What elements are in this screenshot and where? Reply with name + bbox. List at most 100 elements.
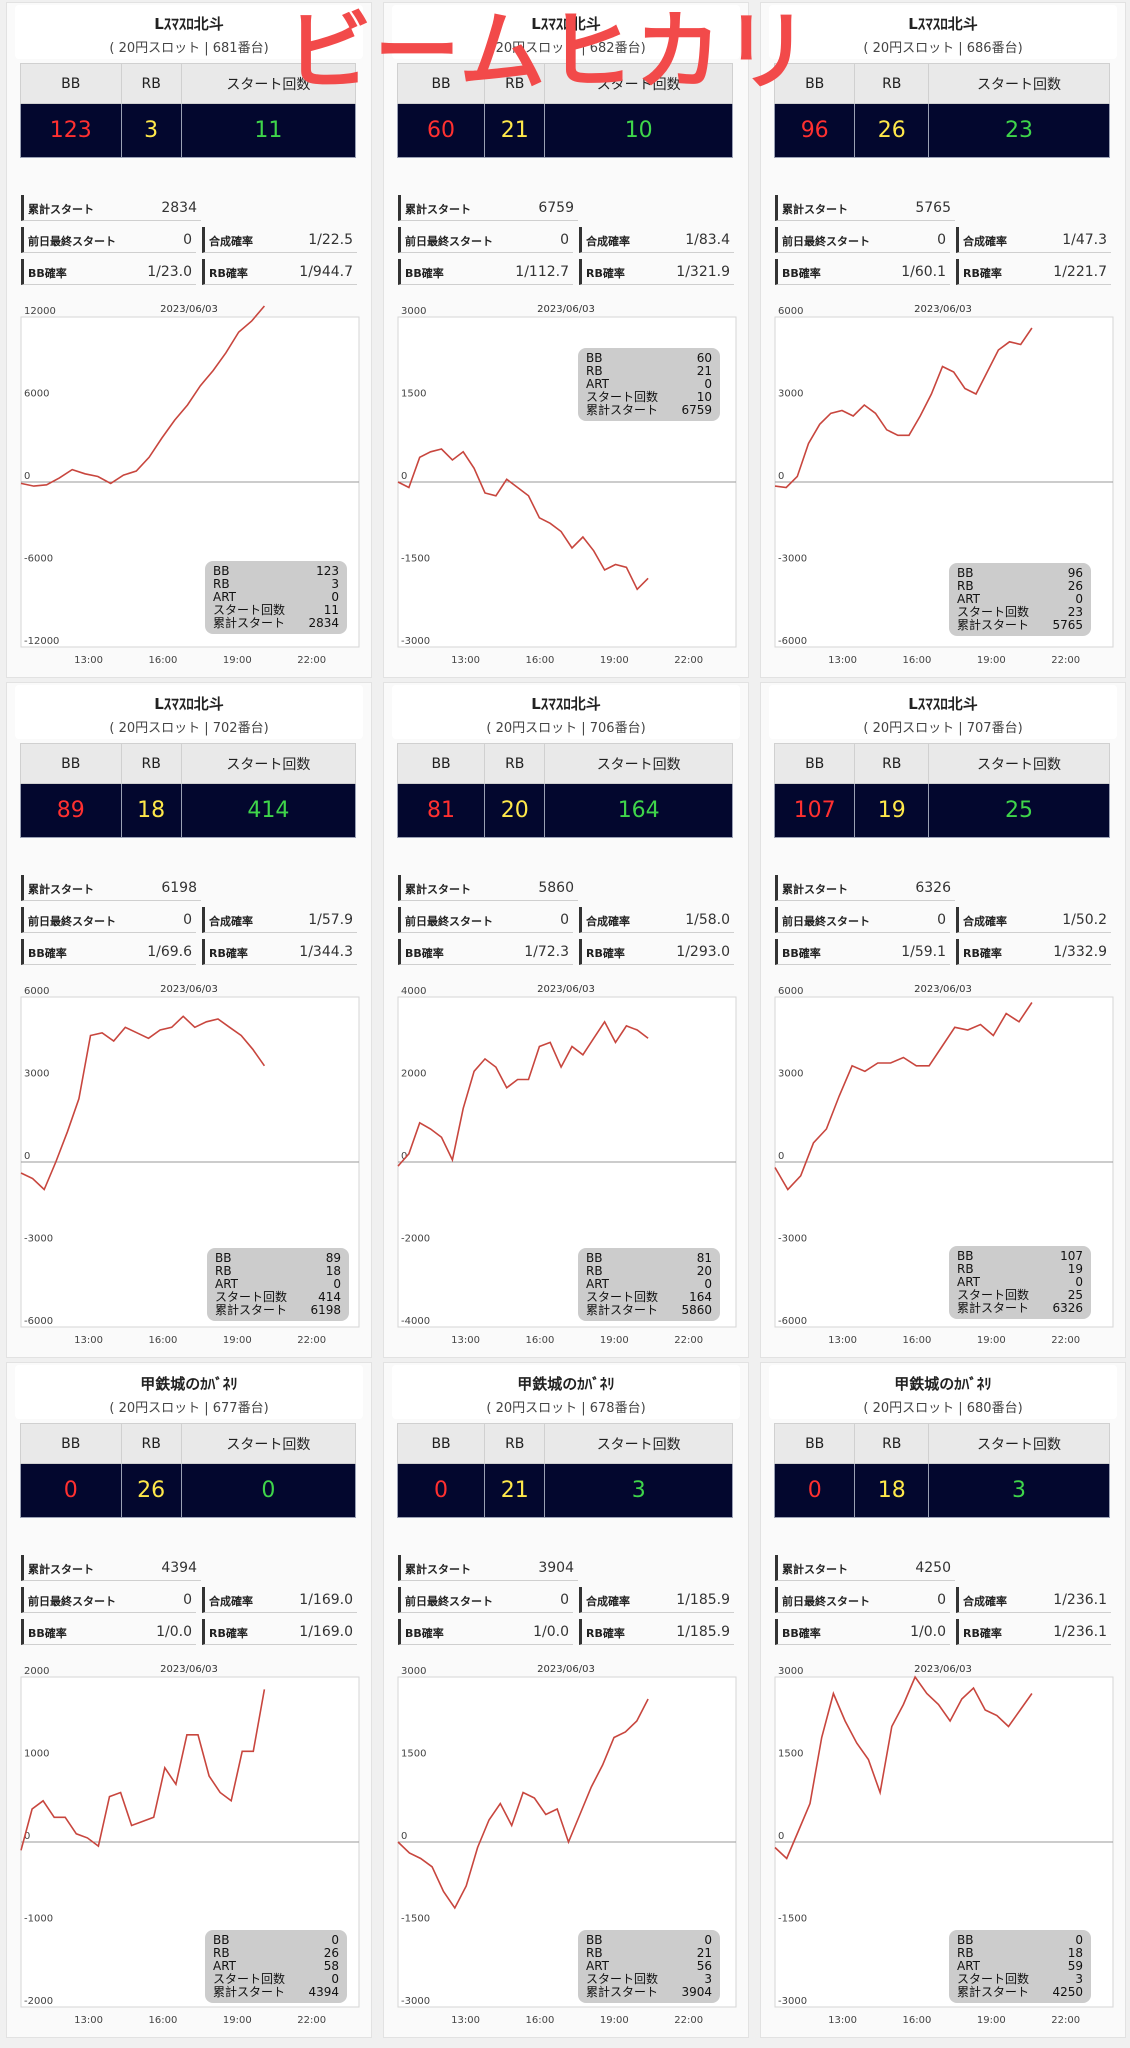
machine-name: Lｽﾏｽﾛ北斗 — [531, 695, 601, 713]
prev-last-start: 前日最終スタート 0 — [398, 907, 573, 933]
stat-row: 前日最終スタート 0 合成確率 1/58.0 — [398, 905, 734, 937]
rb-rate-value: 1/332.9 — [1053, 944, 1107, 960]
x-tick-label: 19:00 — [600, 1335, 629, 1346]
bb-count: 81 — [396, 783, 486, 838]
combined-rate-value: 1/22.5 — [308, 232, 353, 248]
combined-rate: 合成確率 1/83.4 — [579, 227, 734, 253]
y-tick-label: 2000 — [24, 1666, 49, 1677]
x-tick-label: 19:00 — [977, 1335, 1006, 1346]
stat-row: BB確率 1/69.6 RB確率 1/344.3 — [21, 937, 357, 969]
chart-date: 2023/06/03 — [914, 1664, 972, 1675]
info-label: スタート回数 — [957, 605, 1030, 619]
cumulative-start: 累計スタート 6759 — [398, 195, 578, 221]
bb-rate-label: BB確率 — [782, 267, 821, 280]
info-line: BB 0 — [213, 1934, 339, 1947]
info-label: スタート回数 — [957, 1972, 1030, 1986]
bb-rate-value: 1/60.1 — [901, 264, 946, 280]
info-label: BB — [586, 1251, 603, 1265]
info-label: RB — [957, 579, 974, 593]
bb-rate-value: 1/112.7 — [515, 264, 569, 280]
rb-rate-label: RB確率 — [586, 947, 625, 960]
machine-panel: Lｽﾏｽﾛ北斗( 20円スロット | 706番台) BB RB スタート回数 81 20 1… — [383, 682, 749, 1358]
info-line: RB 18 — [215, 1265, 341, 1278]
count-table: BB RB スタート回数 89 18 414 — [20, 743, 357, 838]
prev-last-start-label: 前日最終スタート — [28, 1595, 116, 1608]
info-value: 5765 — [1052, 618, 1083, 632]
machine-header: 甲鉄城のｶﾊﾞﾈﾘ ( 20円スロット | 677番台) — [15, 1365, 363, 1419]
slump-line — [20, 1689, 266, 1851]
bb-rate-label: BB確率 — [28, 947, 67, 960]
start-count: 164 — [544, 783, 733, 838]
start-count: 3 — [544, 1463, 733, 1518]
y-tick-label: 3000 — [24, 1069, 49, 1080]
combined-rate: 合成確率 1/47.3 — [956, 227, 1111, 253]
info-line: RB 26 — [213, 1947, 339, 1960]
bb-rate-label: BB確率 — [405, 947, 444, 960]
info-value: 0 — [704, 1277, 712, 1291]
combined-rate-value: 1/58.0 — [685, 912, 730, 928]
info-value: 0 — [1075, 592, 1083, 606]
stat-row: 前日最終スタート 0 合成確率 1/50.2 — [775, 905, 1111, 937]
count-table: BB RB スタート回数 0 26 0 — [20, 1423, 357, 1518]
y-tick-label: 1500 — [778, 1749, 803, 1760]
machine-panel: Lｽﾏｽﾛ北斗( 20円スロット | 682番台) BB RB スタート回数 60 21 1… — [383, 2, 749, 678]
y-tick-label: -3000 — [778, 554, 807, 565]
rb-count: 18 — [854, 1463, 930, 1518]
stats-block: 累計スタート 5765 前日最終スタート 0 合成確率 1/47.3 BB確率 1/60.1 R… — [775, 193, 1111, 289]
machine-name: 甲鉄城のｶﾊﾞﾈﾘ — [894, 1375, 992, 1393]
machine-header: Lｽﾏｽﾛ北斗 ( 20円スロット | 682番台) — [392, 5, 740, 59]
info-line: スタート回数 11 — [213, 604, 339, 617]
combined-rate-value: 1/57.9 — [308, 912, 353, 928]
y-tick-label: 4000 — [401, 986, 426, 997]
prev-last-start: 前日最終スタート 0 — [398, 1587, 573, 1613]
info-value: 0 — [704, 1933, 712, 1947]
info-value: 414 — [318, 1290, 341, 1304]
machine-header: 甲鉄城のｶﾊﾞﾈﾘ ( 20円スロット | 680番台) — [769, 1365, 1117, 1419]
info-value: 25 — [1067, 1288, 1083, 1302]
count-table: BB RB スタート回数 60 21 10 — [396, 63, 733, 158]
stat-row: 前日最終スタート 0 合成確率 1/236.1 — [775, 1585, 1111, 1617]
count-table: BB RB スタート回数 0 21 3 — [396, 1423, 733, 1518]
rb-count: 20 — [484, 783, 546, 838]
rb-rate: RB確率 1/236.1 — [956, 1619, 1111, 1645]
machine-subtitle: ( 20円スロット | 677番台) — [109, 1401, 269, 1416]
bb-header: BB — [396, 1423, 486, 1464]
slump-line — [774, 1675, 1033, 1860]
info-label: ART — [213, 590, 237, 604]
machine-subtitle: ( 20円スロット | 682番台) — [486, 41, 646, 56]
chart-info-box: BB 89 RB 18 ART 0 スタート回数 414 累計スタート 6198 — [207, 1248, 349, 1321]
y-tick-label: -6000 — [24, 554, 53, 565]
y-tick-label: 6000 — [778, 306, 803, 317]
stats-block: 累計スタート 4394 前日最終スタート 0 合成確率 1/169.0 BB確率 1/0.0 R… — [21, 1553, 357, 1649]
info-label: スタート回数 — [215, 1290, 288, 1304]
cumulative-start-label: 累計スタート — [782, 883, 848, 896]
stat-row: 前日最終スタート 0 合成確率 1/22.5 — [21, 225, 357, 257]
cumulative-start-value: 6759 — [538, 200, 574, 216]
combined-rate-label: 合成確率 — [209, 235, 253, 248]
combined-rate-label: 合成確率 — [963, 235, 1007, 248]
rb-rate-label: RB確率 — [963, 1627, 1002, 1640]
chart-date: 2023/06/03 — [537, 984, 595, 995]
stat-row: BB確率 1/0.0 RB確率 1/236.1 — [775, 1617, 1111, 1649]
y-tick-label: -1500 — [401, 554, 430, 565]
cumulative-start-value: 6326 — [915, 880, 951, 896]
info-label: ART — [957, 1275, 981, 1289]
x-tick-label: 13:00 — [74, 655, 103, 666]
info-value: 18 — [325, 1264, 341, 1278]
machine-header: Lｽﾏｽﾛ北斗 ( 20円スロット | 702番台) — [15, 685, 363, 739]
x-tick-label: 22:00 — [674, 2015, 703, 2026]
rb-rate: RB確率 1/344.3 — [202, 939, 357, 965]
chart-info-box: BB 0 RB 21 ART 56 スタート回数 3 累計スタート 3904 — [578, 1930, 720, 2003]
rb-rate-value: 1/169.0 — [299, 1624, 353, 1640]
info-value: 96 — [1067, 566, 1083, 580]
info-label: ART — [957, 592, 981, 606]
stat-row: 累計スタート 4394 — [21, 1553, 357, 1585]
x-tick-label: 13:00 — [451, 2015, 480, 2026]
info-value: 6759 — [681, 403, 712, 417]
x-tick-label: 16:00 — [526, 2015, 555, 2026]
info-line: BB 89 — [215, 1252, 341, 1265]
info-label: BB — [957, 566, 974, 580]
y-tick-label: 0 — [24, 1151, 30, 1162]
info-label: BB — [957, 1933, 974, 1947]
stats-block: 累計スタート 6326 前日最終スタート 0 合成確率 1/50.2 BB確率 1/59.1 R… — [775, 873, 1111, 969]
